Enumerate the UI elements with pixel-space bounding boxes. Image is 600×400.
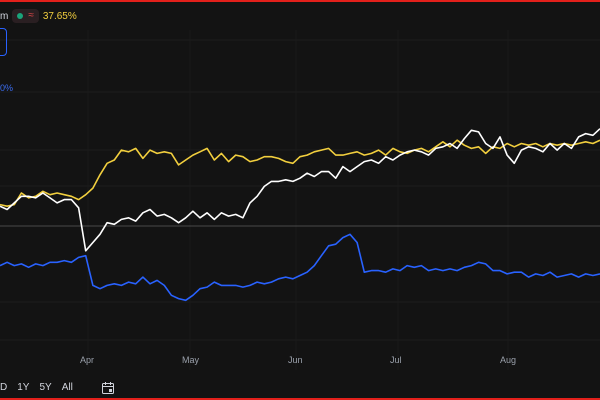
month-label-jun: Jun xyxy=(288,355,303,365)
month-label-aug: Aug xyxy=(500,355,517,365)
legend-change-value: 37.65% xyxy=(42,10,77,22)
month-label-may: May xyxy=(182,355,200,365)
series-name-partial: m xyxy=(0,10,9,22)
range-button-d[interactable]: D xyxy=(0,381,8,393)
status-dot-icon xyxy=(17,13,24,19)
top-frame-border xyxy=(0,0,600,2)
legend-status-pill[interactable]: ≈ xyxy=(12,9,39,23)
calendar-icon[interactable] xyxy=(101,381,114,394)
series-legend[interactable]: m ≈ 37.65% xyxy=(0,7,77,25)
blue-series-label: 0% xyxy=(0,83,14,93)
yellow-series-line xyxy=(0,139,600,207)
month-label-apr: Apr xyxy=(80,355,95,365)
range-button-1y[interactable]: 1Y xyxy=(17,381,30,393)
approx-icon: ≈ xyxy=(28,10,34,21)
range-button-5y[interactable]: 5Y xyxy=(39,381,52,393)
blue-series-line xyxy=(0,233,600,302)
range-button-all[interactable]: All xyxy=(61,381,73,393)
bottom-frame-border xyxy=(0,398,600,400)
range-toolbar: D 1Y 5Y All xyxy=(0,376,600,398)
series-toggle-button[interactable] xyxy=(0,28,7,56)
white-series-line xyxy=(0,128,600,252)
month-label-jul: Jul xyxy=(390,355,402,365)
